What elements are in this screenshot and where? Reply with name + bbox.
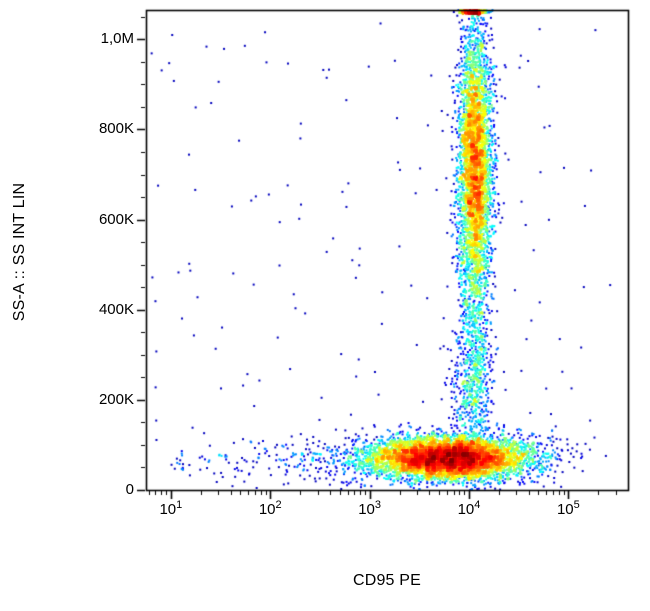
flow-cytometry-dot-plot: SS-A :: SS INT LIN CD95 PE 0 200K 400K 600K… <box>0 0 650 611</box>
scatter-plot-canvas <box>0 0 650 611</box>
